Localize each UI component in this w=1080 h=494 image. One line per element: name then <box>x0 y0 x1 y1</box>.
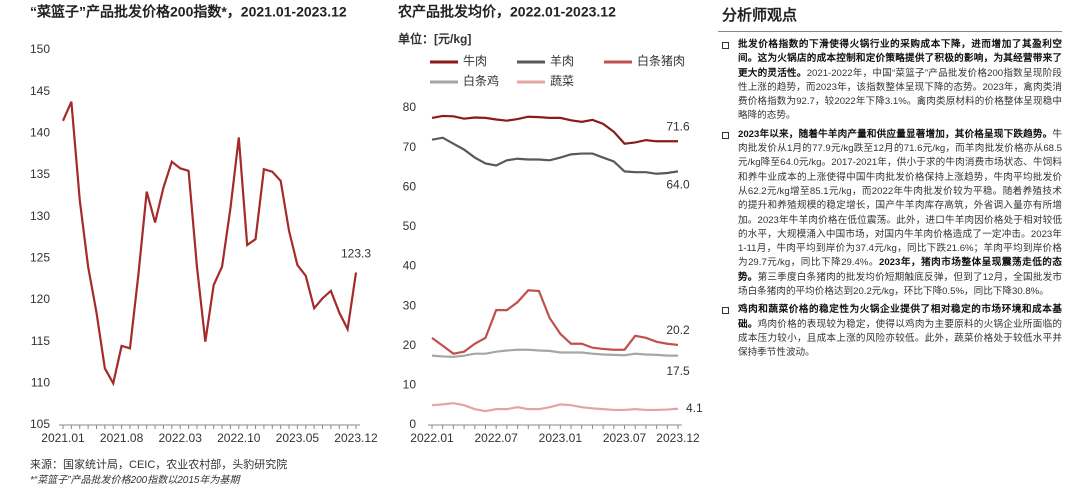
y-tick-label: 105 <box>30 417 50 431</box>
bullet: 鸡肉和蔬菜价格的稳定性为火锅企业提供了相对稳定的市场环境和成本基础。鸡肉价格的表… <box>722 303 1063 360</box>
bullet-lead: 2023年以来，随着牛羊肉产量和供应量显著增加，其价格呈现下跌趋势。 <box>738 128 1053 140</box>
end-label: 20.2 <box>666 323 690 337</box>
y-tick-label: 50 <box>403 219 417 233</box>
x-tick-label: 2023.05 <box>276 431 320 445</box>
y-tick-label: 10 <box>403 378 417 392</box>
y-tick-label: 130 <box>30 209 50 223</box>
bullet-text: 第三季度白条猪肉的批发均价短期触底反弹，但到了12月，全国批发市场白条猪肉的平均… <box>738 271 1063 298</box>
panel-title: 分析师观点 <box>718 0 1062 32</box>
y-tick-label: 70 <box>403 140 417 154</box>
line <box>431 289 679 355</box>
bullet-list: 批发价格指数的下滑使得火锅行业的采购成本下降，进而增加了其盈利空间。这为火锅店的… <box>718 38 1062 361</box>
y-tick-label: 110 <box>31 376 50 390</box>
y-tick-label: 0 <box>409 417 416 431</box>
x-tick-label: 2022.07 <box>474 431 518 445</box>
y-tick-label: 140 <box>30 126 50 140</box>
end-label: 64.0 <box>666 178 690 192</box>
y-tick-label: 145 <box>30 84 50 98</box>
bullet-text: 鸡肉价格的表现较为稳定，使得以鸡肉为主要原料的火锅企业所面临的成本压力较小，且成… <box>738 318 1063 359</box>
legend-label: 蔬菜 <box>550 74 574 88</box>
charts: “菜篮子”产品批发价格200指数*，2021.01-2023.12 农产品批发均… <box>30 4 703 445</box>
y-tick-label: 80 <box>403 100 417 114</box>
bullet-lead: 2023年，猪肉市场整体呈现震荡走低的态势。 <box>738 257 1062 283</box>
legend-label: 牛肉 <box>463 53 487 68</box>
x-tick-label: 2023.12 <box>656 431 700 445</box>
end-label: 71.6 <box>666 119 690 133</box>
y-tick-label: 20 <box>403 338 417 352</box>
y-tick-label: 40 <box>403 259 417 273</box>
x-tick-label: 2023.01 <box>539 431 583 445</box>
x-tick-label: 2022.03 <box>159 431 203 445</box>
source: 来源：国家统计局，CEIC，农业农村部，头豹研究院 *“菜篮子”产品批发价格20… <box>30 458 287 488</box>
bullet: 2023年以来，随着牛羊肉产量和供应量显著增加，其价格呈现下跌趋势。牛肉批发价从… <box>722 128 1063 300</box>
x-tick-label: 2022.01 <box>410 431 454 445</box>
chart-title: “菜篮子”产品批发价格200指数*，2021.01-2023.12 <box>30 4 347 20</box>
bullet-lead: 鸡肉和蔬菜价格的稳定性为火锅企业提供了相对稳定的市场环境和成本基础。 <box>738 304 1062 330</box>
x-tick-label: 2023.07 <box>603 431 647 445</box>
legend-label: 白条鸡 <box>463 73 499 88</box>
line <box>431 402 679 413</box>
legend-label: 白条猪肉 <box>637 53 685 68</box>
analyst-panel: 分析师观点 批发价格指数的下滑使得火锅行业的采购成本下降，进而增加了其盈利空间。… <box>718 0 1062 494</box>
x-tick-label: 2021.08 <box>100 431 144 445</box>
x-tick-label: 2022.10 <box>217 431 261 445</box>
y-tick-label: 125 <box>30 251 50 265</box>
line <box>431 348 678 358</box>
end-label: 17.5 <box>666 364 690 378</box>
end-label: 123.3 <box>341 247 371 261</box>
y-tick-label: 60 <box>403 179 417 193</box>
legend-label: 羊肉 <box>550 53 574 68</box>
y-tick-label: 30 <box>403 298 417 312</box>
end-label: 4.1 <box>686 401 703 415</box>
chart-subtitle: 单位：[元/kg] <box>398 31 471 46</box>
bullet: 批发价格指数的下滑使得火锅行业的采购成本下降，进而增加了其盈利空间。这为火锅店的… <box>722 38 1063 124</box>
bullet-lead: 批发价格指数的下滑使得火锅行业的采购成本下降，进而增加了其盈利空间。这为火锅店的… <box>738 39 1062 79</box>
source-note: *“菜篮子”产品批发价格200指数以2015年为基期 <box>30 475 240 486</box>
x-tick-label: 2023.12 <box>334 431 378 445</box>
x-tick-label: 2021.01 <box>41 431 85 445</box>
y-tick-label: 135 <box>30 167 50 181</box>
chart-title: 农产品批发均价，2022.01-2023.12 <box>397 4 616 20</box>
source-line: 来源：国家统计局，CEIC，农业农村部，头豹研究院 <box>30 459 288 471</box>
y-tick-label: 115 <box>31 334 50 348</box>
y-tick-label: 150 <box>30 42 50 56</box>
line <box>431 114 678 145</box>
line <box>431 136 679 175</box>
y-tick-label: 120 <box>30 292 50 306</box>
bullet-text: 2021-2022年，中国“菜篮子”产品批发价格200指数呈现阶段性上涨的趋势，… <box>738 67 1063 122</box>
line <box>61 101 358 387</box>
bullet-text: 牛肉批发价从1月的77.9元/kg跌至12月的71.6元/kg，而羊肉批发价格亦… <box>738 128 1062 269</box>
